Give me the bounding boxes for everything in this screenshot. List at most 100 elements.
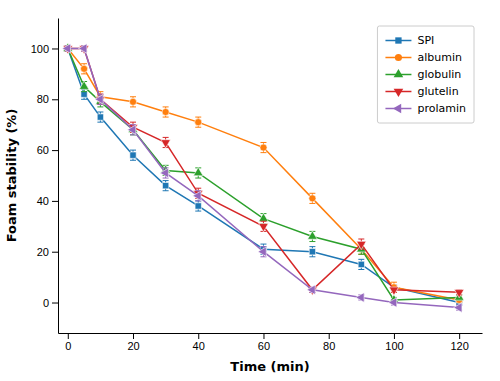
chart: 0 20 40 60 80 100 120 0 20 40 60 80 100 SPI albumin glo… xyxy=(0,0,500,381)
legend-box xyxy=(377,26,474,123)
point xyxy=(193,167,203,175)
error-bar xyxy=(130,97,136,107)
error-bar xyxy=(309,193,315,203)
point xyxy=(454,290,464,298)
legend-label: prolamin xyxy=(417,102,466,115)
point xyxy=(358,261,364,267)
legend-symbol xyxy=(393,104,401,114)
x-axis-title: Time (min) xyxy=(230,359,309,374)
tick-mark xyxy=(329,333,330,339)
tick-mark xyxy=(263,333,264,339)
point xyxy=(127,125,135,135)
tick: 20 xyxy=(127,333,139,352)
error-bar xyxy=(195,117,201,127)
tick: 80 xyxy=(37,93,58,105)
y-axis-title: Foam stability (%) xyxy=(4,109,19,243)
legend-symbol xyxy=(395,37,401,43)
tick-label: 80 xyxy=(323,340,335,352)
tick-label: 120 xyxy=(450,340,468,352)
axis-line xyxy=(59,333,483,334)
legend-item: glutelin xyxy=(385,85,458,98)
tick-mark xyxy=(52,201,58,202)
error-bar xyxy=(195,201,201,211)
tick-mark xyxy=(52,48,58,49)
tick-label: 80 xyxy=(37,93,49,105)
tick-label: 40 xyxy=(193,340,205,352)
error-bar xyxy=(163,107,169,117)
point xyxy=(258,247,266,257)
legend-symbol xyxy=(395,54,402,61)
tick: 20 xyxy=(37,246,58,258)
tick: 60 xyxy=(37,144,58,156)
tick-mark xyxy=(52,252,58,253)
tick: 80 xyxy=(323,333,335,352)
tick-mark xyxy=(133,333,134,339)
tick-label: 60 xyxy=(258,340,270,352)
error-bar xyxy=(309,247,315,257)
point xyxy=(260,144,267,151)
x-axis: 0 20 40 60 80 100 120 xyxy=(59,333,483,352)
legend-item: albumin xyxy=(385,51,462,64)
tick: 60 xyxy=(258,333,270,352)
tick: 100 xyxy=(385,333,403,352)
point xyxy=(161,140,171,148)
tick-label: 60 xyxy=(37,144,49,156)
tick-mark xyxy=(459,333,460,339)
point xyxy=(356,293,364,303)
tick: 120 xyxy=(450,333,468,352)
point xyxy=(388,298,396,308)
tick-mark xyxy=(394,333,395,339)
error-bar xyxy=(163,181,169,191)
point xyxy=(95,94,103,104)
point xyxy=(160,168,168,178)
tick-label: 20 xyxy=(37,246,49,258)
legend-label: albumin xyxy=(417,51,462,64)
tick-label: 0 xyxy=(43,297,49,309)
axis-line xyxy=(58,19,59,334)
tick-label: 100 xyxy=(31,43,49,55)
point xyxy=(193,191,201,201)
point xyxy=(309,195,316,202)
tick-mark xyxy=(52,303,58,304)
legend-symbol xyxy=(394,69,404,77)
legend-symbol xyxy=(394,89,404,97)
point xyxy=(259,224,269,232)
legend-item: globulin xyxy=(385,68,461,81)
tick: 100 xyxy=(31,43,58,55)
legend-item: SPI xyxy=(385,34,434,47)
point xyxy=(129,98,136,105)
tick-mark xyxy=(52,99,58,100)
y-axis: 0 20 40 60 80 100 xyxy=(31,19,59,334)
legend-label: globulin xyxy=(417,68,461,81)
tick-label: 40 xyxy=(37,195,49,207)
point xyxy=(259,213,269,221)
tick: 40 xyxy=(193,333,205,352)
point xyxy=(307,285,315,295)
point xyxy=(162,182,168,188)
tick: 0 xyxy=(65,333,71,352)
point xyxy=(97,114,103,120)
tick-mark xyxy=(198,333,199,339)
point xyxy=(308,231,318,239)
error-bar xyxy=(130,150,136,160)
tick-mark xyxy=(68,333,69,339)
tick: 40 xyxy=(37,195,58,207)
error-bar xyxy=(358,259,364,269)
error-bar xyxy=(81,64,87,74)
point xyxy=(454,303,462,313)
point xyxy=(62,44,70,54)
point xyxy=(195,203,201,209)
tick-mark xyxy=(52,150,58,151)
legend-label: SPI xyxy=(417,34,434,47)
point xyxy=(162,108,169,115)
tick: 0 xyxy=(43,297,58,309)
error-bar xyxy=(260,142,266,152)
tick-label: 100 xyxy=(385,340,403,352)
point xyxy=(81,65,88,72)
point xyxy=(130,152,136,158)
point xyxy=(309,249,315,255)
point xyxy=(79,81,89,89)
error-bar xyxy=(97,112,103,122)
point xyxy=(389,287,399,295)
tick-label: 0 xyxy=(65,340,71,352)
